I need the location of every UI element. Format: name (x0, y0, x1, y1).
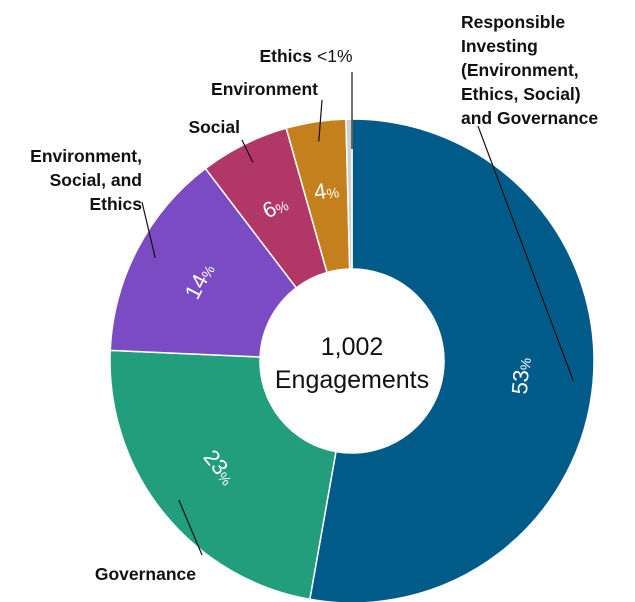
center-caption: Engagements (275, 366, 429, 394)
category-labels: Responsible Investing (Environment, Ethics,… (30, 12, 598, 584)
percent-label-responsible-investing-environment-ethics-social-and-governance: 53% (507, 356, 535, 395)
slice-responsible-investing-environment-ethics-social-and-governance (308, 118, 595, 602)
leader-line-environment-social-and-ethics (141, 201, 156, 259)
leader-line-environment (318, 99, 323, 142)
donut-slices (109, 118, 595, 602)
leader-line-responsible-investing-environment-ethics-social-and-governance (477, 125, 574, 381)
slice-ethics (345, 118, 353, 270)
slice-environment-social-and-ethics (109, 167, 298, 358)
center-count: 1,002 (321, 333, 384, 361)
slice-governance (109, 349, 337, 601)
category-label-environment: Environment (211, 79, 318, 99)
category-label-governance: Governance (95, 564, 196, 584)
category-label-responsible-investing-environment-ethics-social-and-governance: Responsible Investing (Environment, Ethics,… (461, 12, 598, 128)
leader-lines (141, 72, 574, 556)
percent-label-environment: 4% (312, 176, 340, 204)
category-label-social: Social (188, 117, 240, 137)
percent-label-ethics: <1% (317, 46, 353, 66)
category-label-ethics: Ethics (259, 46, 312, 66)
category-label-environment-social-and-ethics: Environment, Social, and Ethics (30, 146, 142, 214)
leader-line-social (241, 139, 254, 163)
leader-line-governance (178, 499, 203, 556)
